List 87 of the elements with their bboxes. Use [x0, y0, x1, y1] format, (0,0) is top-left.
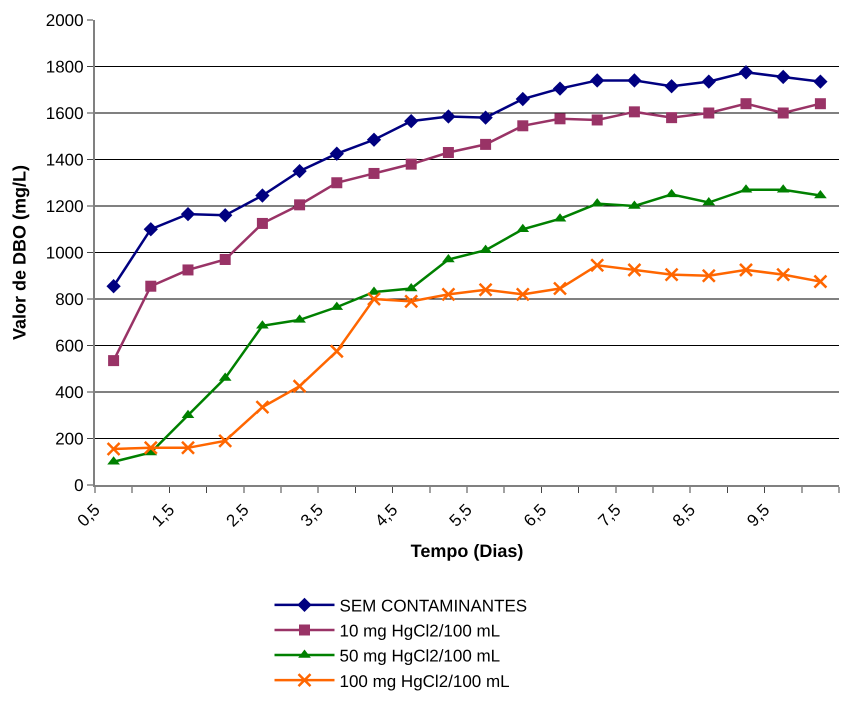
point: [256, 218, 268, 229]
point: [255, 188, 270, 203]
point: [366, 132, 382, 147]
y-tick-label: 1800: [46, 57, 84, 76]
point: [182, 264, 194, 276]
y-tick-label: 200: [55, 429, 84, 448]
point: [552, 81, 568, 96]
point: [218, 434, 232, 448]
point: [738, 65, 754, 80]
point: [144, 440, 158, 456]
x-tick-label: 3,5: [296, 500, 328, 530]
point: [628, 106, 640, 118]
legend-label: 50 mg HgCl2/100 mL: [340, 646, 500, 666]
point: [330, 146, 344, 161]
point: [180, 440, 196, 456]
point: [331, 177, 342, 188]
y-tick-label: 2000: [46, 10, 84, 30]
point: [814, 98, 826, 110]
point: [368, 168, 380, 179]
point: [145, 280, 156, 292]
point: [404, 114, 418, 128]
x-tick-label: 5,5: [446, 500, 476, 530]
point: [702, 74, 716, 89]
point: [441, 287, 456, 302]
point: [590, 258, 604, 273]
point: [516, 92, 530, 106]
point: [294, 199, 306, 210]
point: [218, 208, 232, 222]
point: [517, 120, 528, 132]
y-axis-title: Valor de DBO (mg/L): [9, 164, 30, 340]
x-tick-label: 8,5: [668, 500, 700, 530]
point: [404, 294, 418, 309]
legend-label: SEM CONTAMINANTES: [340, 596, 528, 616]
point: [666, 112, 678, 124]
point: [478, 110, 493, 125]
point: [478, 282, 493, 297]
point: [702, 268, 716, 283]
point: [106, 279, 121, 294]
point: [554, 113, 566, 124]
point: [703, 108, 714, 118]
y-tick-label: 800: [55, 290, 84, 309]
point: [220, 254, 231, 265]
point: [180, 206, 196, 222]
point: [108, 355, 120, 366]
point: [442, 147, 454, 158]
point: [813, 274, 828, 289]
point: [664, 79, 679, 94]
point: [778, 108, 789, 118]
point: [813, 74, 828, 89]
point: [776, 70, 790, 84]
point: [664, 267, 679, 282]
y-tick-label: 1200: [46, 196, 84, 216]
legend-label: 100 mg HgCl2/100 mL: [340, 672, 510, 691]
point: [740, 98, 752, 110]
y-tick-label: 1000: [46, 243, 84, 262]
y-tick-label: 400: [55, 382, 84, 402]
point: [106, 442, 121, 456]
x-tick-label: 7,5: [594, 500, 625, 530]
point: [552, 281, 568, 296]
y-tick-label: 600: [55, 336, 84, 356]
point: [516, 287, 530, 302]
x-tick-label: 6,5: [520, 500, 550, 530]
point: [406, 158, 417, 170]
point: [627, 73, 642, 88]
x-tick-label: 1,5: [148, 500, 178, 530]
point: [144, 222, 158, 236]
point: [590, 73, 604, 88]
point: [441, 109, 456, 124]
point: [330, 344, 344, 359]
x-tick-label: 9,5: [743, 500, 774, 530]
point: [292, 378, 307, 394]
point: [255, 400, 270, 414]
point: [592, 114, 603, 126]
x-axis-title: Tempo (Dias): [410, 541, 524, 562]
point: [776, 267, 790, 282]
legend-label: 10 mg HgCl2/100 mL: [340, 622, 500, 641]
point: [738, 262, 754, 278]
x-tick-label: 0,5: [74, 500, 104, 530]
point: [292, 164, 307, 178]
point: [480, 138, 492, 150]
point: [366, 292, 382, 306]
y-tick-label: 1400: [46, 150, 84, 170]
x-tick-label: 4,5: [371, 500, 402, 530]
x-tick-label: 2,5: [222, 500, 253, 530]
y-tick-label: 1600: [46, 104, 84, 123]
point: [627, 262, 642, 278]
y-tick-label: 0: [74, 476, 84, 495]
